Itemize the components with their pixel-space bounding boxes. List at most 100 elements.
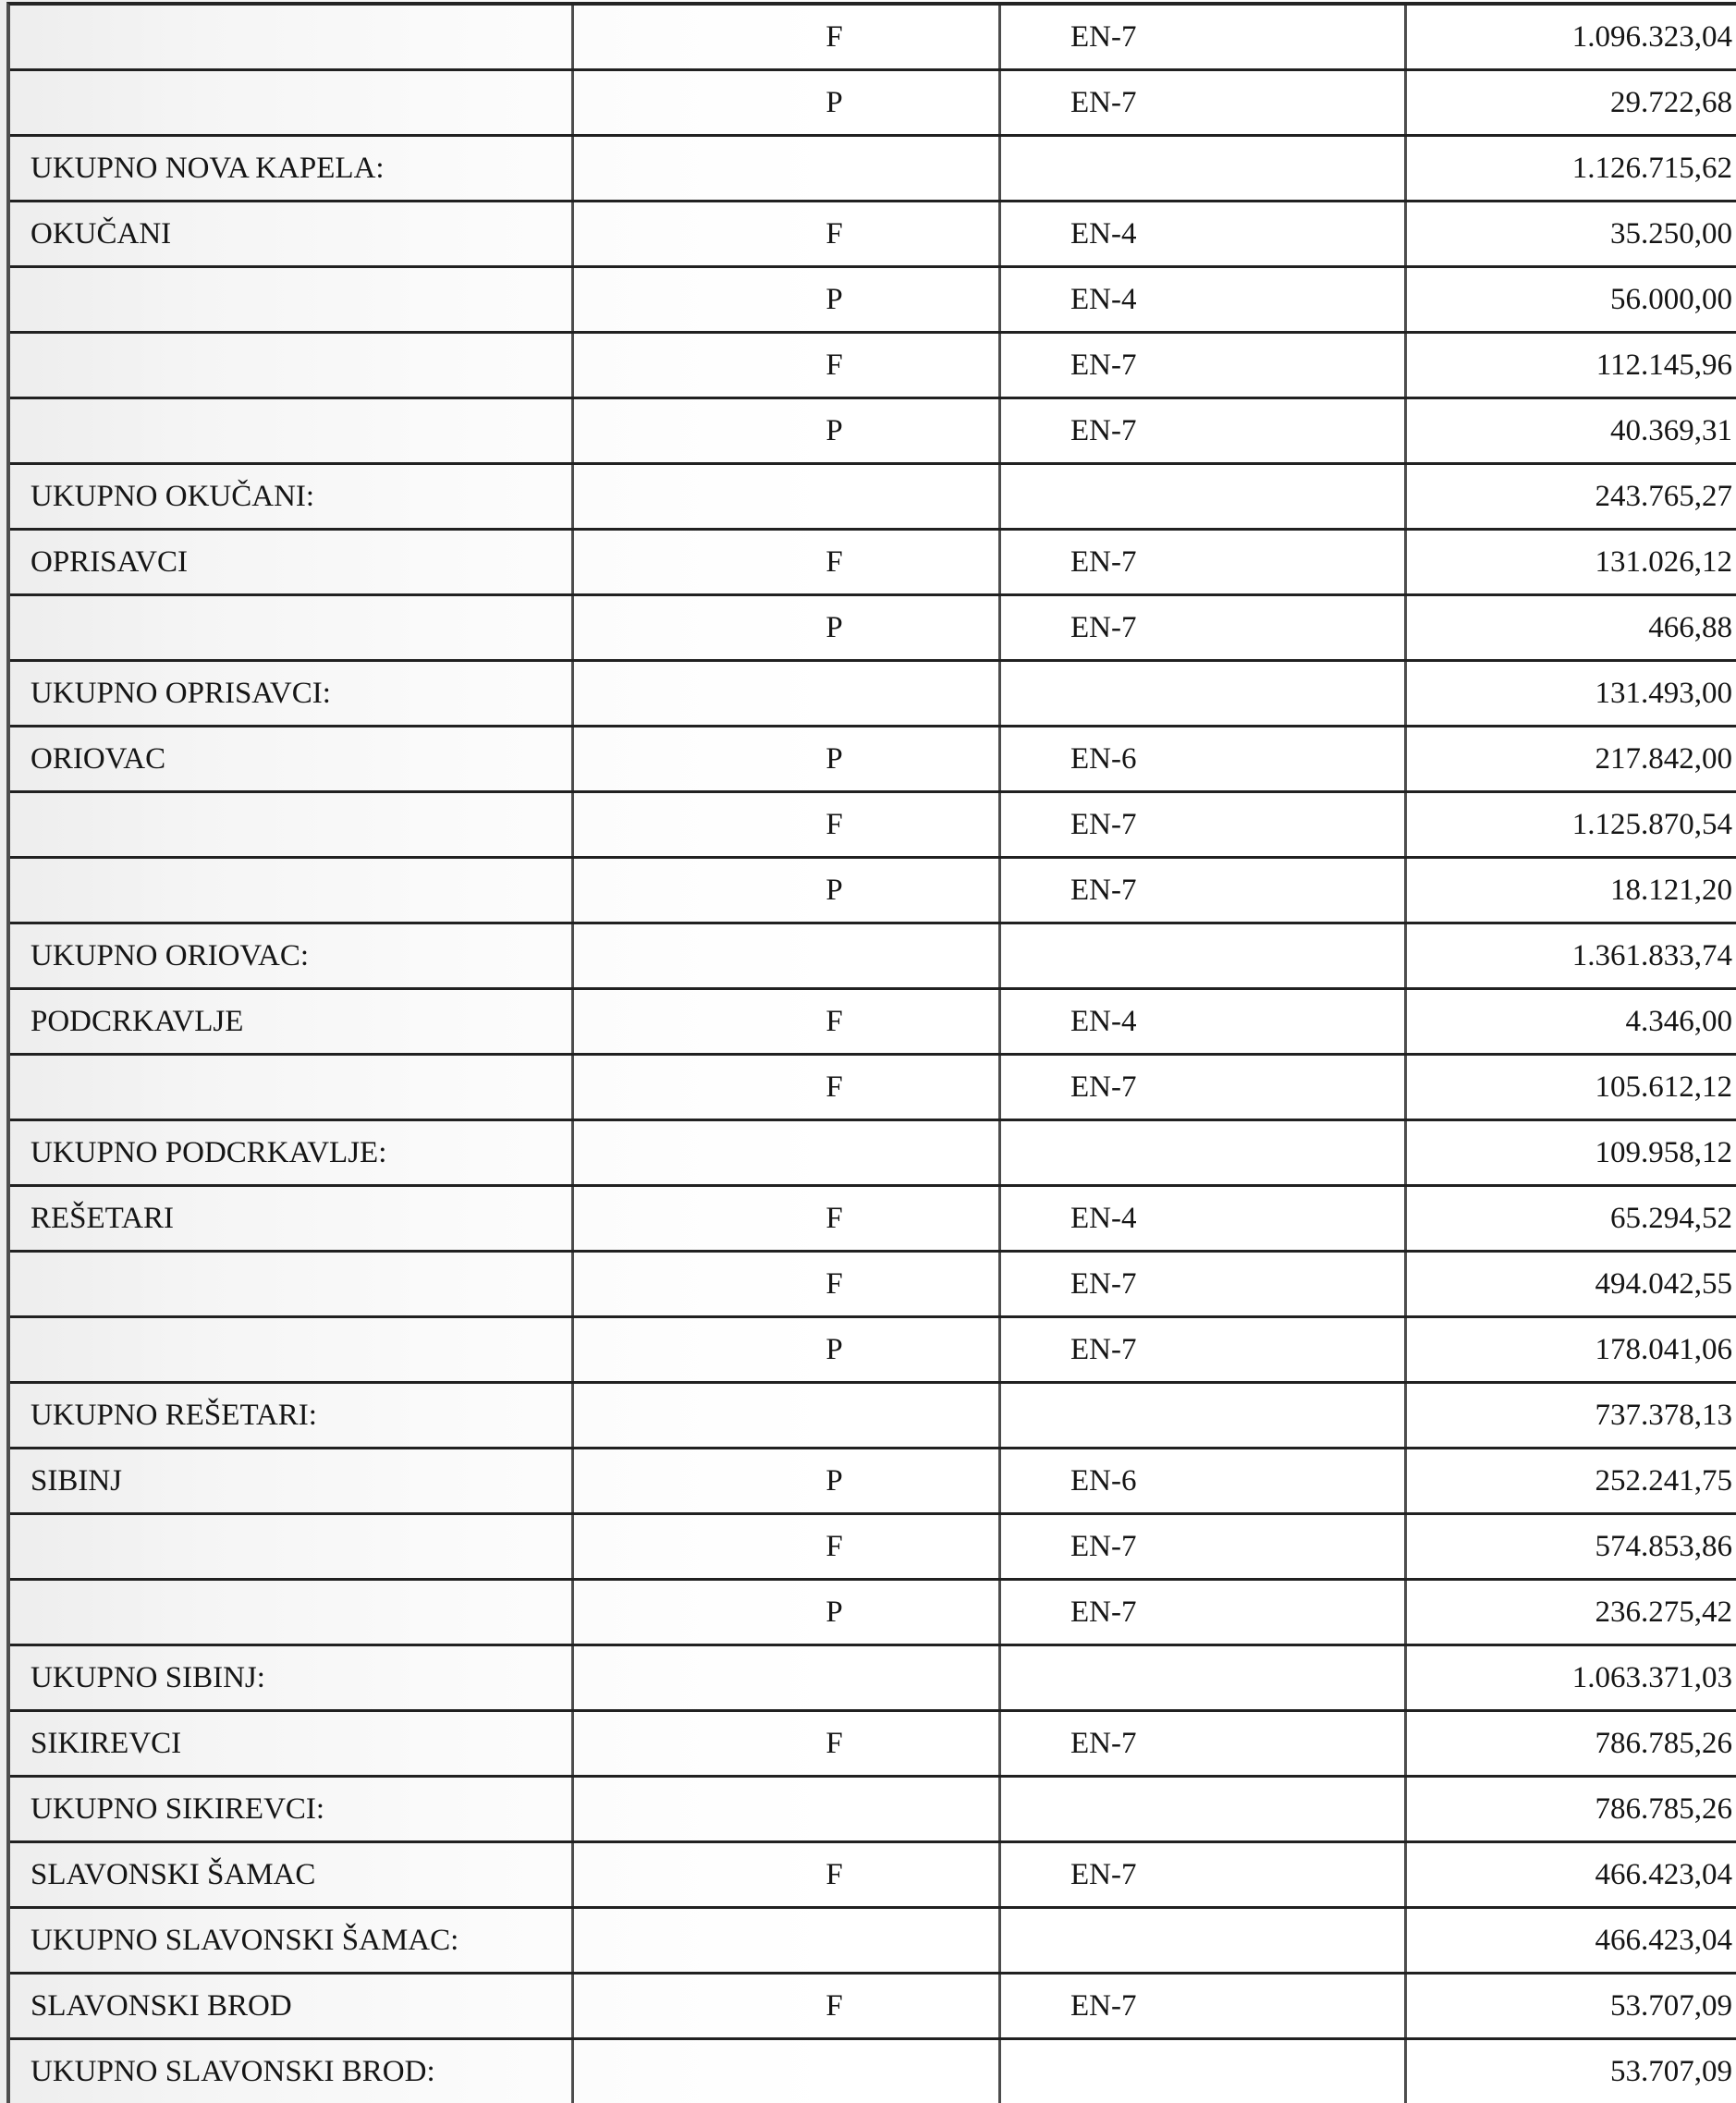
cell-municipality: UKUPNO NOVA KAPELA:: [10, 137, 574, 200]
cell-amount: 131.026,12: [1595, 544, 1733, 579]
table-row: OKUČANI F EN-4 35.250,00: [10, 202, 1736, 268]
cell-en-code: EN-6: [1001, 1449, 1407, 1512]
cell-fp-code: [574, 1121, 1001, 1184]
cell-en-code: [1001, 1121, 1407, 1184]
cell-municipality: ORIOVAC: [10, 727, 574, 790]
cell-en-code: EN-4: [1001, 202, 1407, 265]
table-row-total: UKUPNO SIBINJ: 1.063.371,03: [10, 1646, 1736, 1712]
cell-amount: 112.145,96: [1595, 348, 1732, 382]
cell-fp-code: P: [574, 596, 1001, 659]
table-row-total: UKUPNO ORIOVAC: 1.361.833,74: [10, 924, 1736, 990]
table-row-total: UKUPNO SLAVONSKI ŠAMAC: 466.423,04: [10, 1909, 1736, 1975]
cell-municipality: [10, 596, 574, 659]
cell-municipality: [10, 1515, 574, 1578]
cell-amount: 574.853,86: [1595, 1529, 1733, 1563]
table-row: OPRISAVCI F EN-7 131.026,12: [10, 531, 1736, 596]
cell-amount: 217.842,00: [1595, 741, 1733, 776]
table-row: SLAVONSKI BROD F EN-7 53.707,09: [10, 1975, 1736, 2040]
cell-amount: 178.041,06: [1595, 1332, 1733, 1366]
cell-municipality: SIBINJ: [10, 1449, 574, 1512]
cell-municipality: UKUPNO OPRISAVCI:: [10, 662, 574, 725]
cell-fp-code: F: [574, 334, 1001, 397]
cell-en-code: EN-7: [1001, 399, 1407, 462]
cell-amount: 1.126.715,62: [1571, 151, 1732, 185]
cell-en-code: EN-7: [1001, 334, 1407, 397]
allocations-table: F EN-7 1.096.323,04 P EN-7 29.722,68 UKUPNO NO…: [6, 2, 1736, 2103]
cell-en-code: [1001, 137, 1407, 200]
cell-fp-code: [574, 662, 1001, 725]
table-row: P EN-7 29.722,68: [10, 71, 1736, 137]
cell-amount: 786.785,26: [1595, 1791, 1733, 1826]
cell-amount: 236.275,42: [1595, 1595, 1733, 1629]
cell-fp-code: F: [574, 793, 1001, 856]
table-row: P EN-7 466,88: [10, 596, 1736, 662]
cell-en-code: [1001, 2040, 1407, 2103]
cell-municipality: SIKIREVCI: [10, 1712, 574, 1775]
cell-municipality: [10, 399, 574, 462]
table-row: P EN-7 18.121,20: [10, 859, 1736, 924]
cell-amount: 40.369,31: [1610, 413, 1732, 447]
cell-fp-code: F: [574, 202, 1001, 265]
cell-fp-code: P: [574, 71, 1001, 134]
cell-municipality: OKUČANI: [10, 202, 574, 265]
cell-fp-code: [574, 2040, 1001, 2103]
cell-municipality: OPRISAVCI: [10, 531, 574, 593]
cell-fp-code: P: [574, 1581, 1001, 1644]
table-row: P EN-7 178.041,06: [10, 1318, 1736, 1384]
cell-amount: 35.250,00: [1610, 216, 1732, 251]
table-row-total: UKUPNO OKUČANI: 243.765,27: [10, 465, 1736, 531]
cell-fp-code: P: [574, 1449, 1001, 1512]
cell-en-code: EN-4: [1001, 268, 1407, 331]
table-row: F EN-7 1.096.323,04: [10, 6, 1736, 71]
cell-amount: 1.361.833,74: [1571, 938, 1732, 972]
table-row: F EN-7 105.612,12: [10, 1056, 1736, 1121]
cell-municipality: [10, 1581, 574, 1644]
cell-fp-code: P: [574, 268, 1001, 331]
cell-amount: 737.378,13: [1595, 1398, 1733, 1432]
cell-amount: 466.423,04: [1595, 1923, 1733, 1957]
cell-en-code: EN-7: [1001, 596, 1407, 659]
cell-amount: 1.063.371,03: [1571, 1660, 1732, 1694]
cell-municipality: UKUPNO OKUČANI:: [10, 465, 574, 528]
cell-amount: 466,88: [1648, 610, 1732, 644]
cell-municipality: [10, 1056, 574, 1119]
cell-fp-code: [574, 1384, 1001, 1447]
cell-fp-code: F: [574, 1253, 1001, 1315]
table-row: P EN-4 56.000,00: [10, 268, 1736, 334]
cell-amount: 29.722,68: [1610, 85, 1732, 119]
cell-municipality: UKUPNO SLAVONSKI ŠAMAC:: [10, 1909, 574, 1972]
cell-fp-code: F: [574, 1187, 1001, 1250]
table-row: P EN-7 40.369,31: [10, 399, 1736, 465]
cell-amount: 1.125.870,54: [1571, 807, 1732, 841]
cell-amount: 1.096.323,04: [1571, 19, 1732, 54]
cell-en-code: EN-7: [1001, 1712, 1407, 1775]
cell-amount: 131.493,00: [1595, 676, 1733, 710]
cell-municipality: [10, 1318, 574, 1381]
cell-en-code: EN-7: [1001, 1318, 1407, 1381]
cell-municipality: [10, 1253, 574, 1315]
table-row-total: UKUPNO PODCRKAVLJE: 109.958,12: [10, 1121, 1736, 1187]
table-row: SIBINJ P EN-6 252.241,75: [10, 1449, 1736, 1515]
cell-municipality: [10, 793, 574, 856]
table-row: P EN-7 236.275,42: [10, 1581, 1736, 1646]
cell-amount: 56.000,00: [1610, 282, 1732, 316]
cell-en-code: [1001, 924, 1407, 987]
cell-en-code: [1001, 1384, 1407, 1447]
cell-en-code: [1001, 1646, 1407, 1709]
cell-fp-code: F: [574, 531, 1001, 593]
cell-en-code: [1001, 1778, 1407, 1840]
cell-municipality: UKUPNO SIKIREVCI:: [10, 1778, 574, 1840]
cell-municipality: SLAVONSKI BROD: [10, 1975, 574, 2037]
cell-municipality: SLAVONSKI ŠAMAC: [10, 1843, 574, 1906]
cell-amount: 243.765,27: [1595, 479, 1733, 513]
cell-en-code: EN-7: [1001, 531, 1407, 593]
cell-fp-code: F: [574, 6, 1001, 68]
table-row: SLAVONSKI ŠAMAC F EN-7 466.423,04: [10, 1843, 1736, 1909]
cell-amount: 18.121,20: [1610, 873, 1732, 907]
cell-en-code: EN-7: [1001, 1253, 1407, 1315]
cell-municipality: UKUPNO PODCRKAVLJE:: [10, 1121, 574, 1184]
cell-en-code: EN-7: [1001, 1581, 1407, 1644]
cell-fp-code: P: [574, 1318, 1001, 1381]
cell-amount: 252.241,75: [1595, 1463, 1733, 1498]
